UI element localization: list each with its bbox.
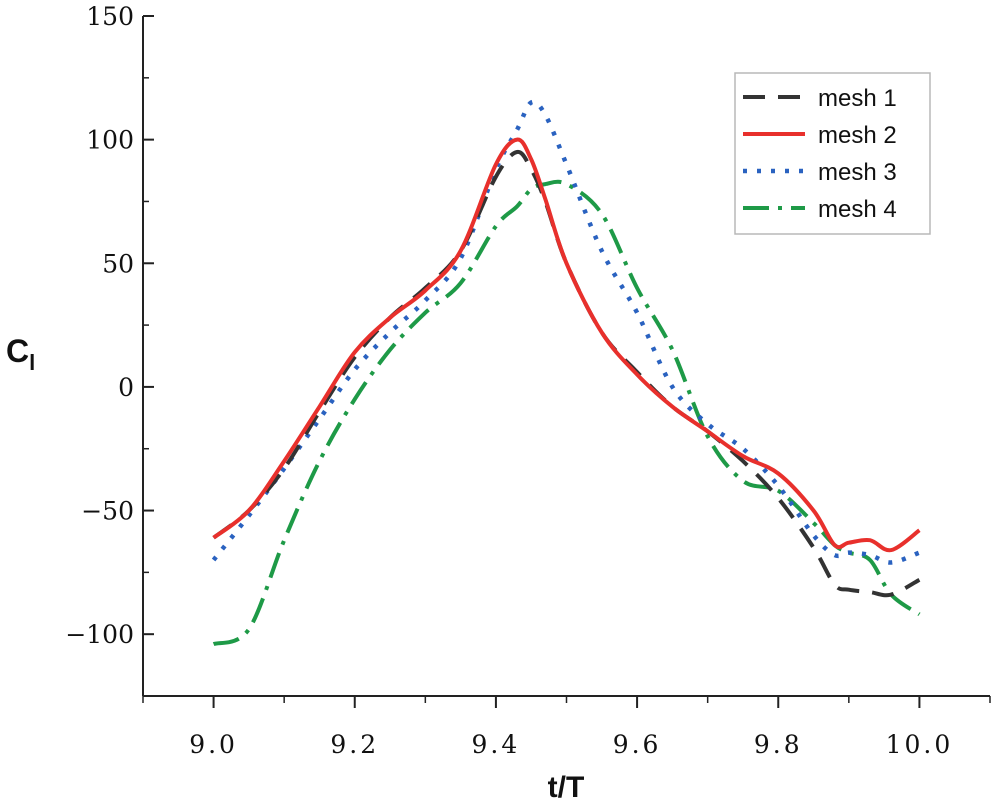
legend-label-mesh-3: mesh 3 (818, 159, 897, 186)
y-tick-label: −100 (65, 620, 134, 649)
x-tick-label: 9.4 (472, 730, 521, 759)
legend-label-mesh-4: mesh 4 (818, 196, 897, 223)
series-line-mesh-4 (212, 179, 921, 647)
y-tick-label: 150 (86, 2, 134, 31)
x-tick-label: 10.0 (886, 730, 954, 759)
y-tick-label: 100 (86, 126, 134, 155)
x-tick-label: 9.8 (754, 730, 803, 759)
x-tick-label: 9.2 (330, 730, 379, 759)
legend: mesh 1 mesh 2 mesh 3 mesh 4 (734, 72, 931, 235)
y-axis-title: Cl (6, 333, 35, 375)
y-tick-label: −50 (81, 497, 134, 526)
y-tick-label: 50 (102, 249, 134, 278)
series-line-mesh-3 (211, 99, 921, 565)
x-tick-label: 9.0 (189, 730, 238, 759)
series-line-mesh-2 (212, 137, 921, 553)
x-axis-title: t/T (548, 771, 585, 804)
y-axis-title-sub: l (29, 350, 35, 375)
legend-label-mesh-2: mesh 2 (818, 122, 897, 149)
y-axis-title-main: C (6, 333, 29, 369)
series-layer (211, 99, 921, 647)
legend-label-mesh-1: mesh 1 (818, 85, 897, 112)
axes: −100 −50 0 50 100 150 9.0 9.2 9.4 9.6 9.8 10.0 (65, 2, 991, 759)
y-tick-label: 0 (118, 373, 134, 402)
x-tick-label: 9.6 (613, 730, 662, 759)
